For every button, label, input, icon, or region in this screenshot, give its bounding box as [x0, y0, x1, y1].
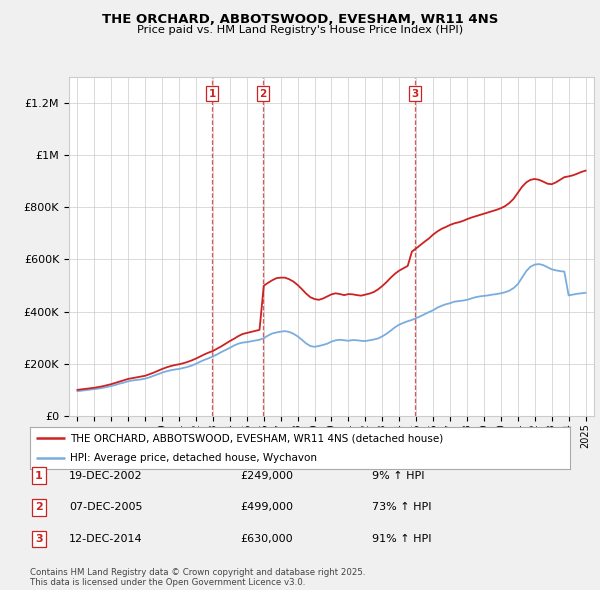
Text: 3: 3: [35, 535, 43, 544]
Text: 91% ↑ HPI: 91% ↑ HPI: [372, 535, 431, 544]
Text: Contains HM Land Registry data © Crown copyright and database right 2025.
This d: Contains HM Land Registry data © Crown c…: [30, 568, 365, 587]
Text: £249,000: £249,000: [240, 471, 293, 480]
Text: THE ORCHARD, ABBOTSWOOD, EVESHAM, WR11 4NS: THE ORCHARD, ABBOTSWOOD, EVESHAM, WR11 4…: [102, 13, 498, 26]
Text: 1: 1: [209, 88, 216, 99]
Text: 3: 3: [412, 88, 419, 99]
Text: 73% ↑ HPI: 73% ↑ HPI: [372, 503, 431, 512]
Text: 19-DEC-2002: 19-DEC-2002: [69, 471, 143, 480]
Text: HPI: Average price, detached house, Wychavon: HPI: Average price, detached house, Wych…: [71, 453, 317, 463]
Text: £499,000: £499,000: [240, 503, 293, 512]
Text: 12-DEC-2014: 12-DEC-2014: [69, 535, 143, 544]
Text: 2: 2: [35, 503, 43, 512]
Text: Price paid vs. HM Land Registry's House Price Index (HPI): Price paid vs. HM Land Registry's House …: [137, 25, 463, 35]
Text: 1: 1: [35, 471, 43, 480]
Text: THE ORCHARD, ABBOTSWOOD, EVESHAM, WR11 4NS (detached house): THE ORCHARD, ABBOTSWOOD, EVESHAM, WR11 4…: [71, 433, 444, 443]
Text: 07-DEC-2005: 07-DEC-2005: [69, 503, 143, 512]
Text: £630,000: £630,000: [240, 535, 293, 544]
Text: 9% ↑ HPI: 9% ↑ HPI: [372, 471, 425, 480]
Text: 2: 2: [259, 88, 266, 99]
